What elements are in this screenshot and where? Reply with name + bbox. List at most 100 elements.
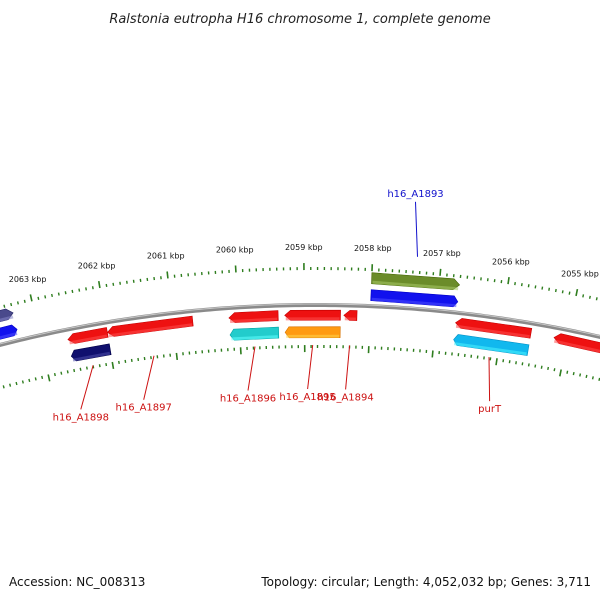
outer-minor-tick <box>85 287 87 291</box>
kbp-tick-label: 2058 kbp <box>354 244 392 253</box>
inner-minor-tick <box>79 367 82 371</box>
kbp-tick-label: 2061 kbp <box>147 252 185 261</box>
outer-minor-tick <box>16 301 19 305</box>
inner-major-tick <box>495 358 498 366</box>
inner-minor-tick <box>66 370 69 374</box>
outer-minor-tick <box>37 296 40 300</box>
gene-arrow-highlight <box>344 317 356 321</box>
gene-label-leader <box>80 365 94 410</box>
inner-minor-tick <box>98 364 101 368</box>
gene-feature[interactable] <box>553 333 600 359</box>
gene-feature[interactable] <box>0 308 18 341</box>
kbp-scale-labels: 2063 kbp 2062 kbp 2061 kbp 2060 kbp 2059 kbp… <box>9 243 599 284</box>
inner-major-tick <box>47 374 51 382</box>
gene-arrow-highlight <box>108 323 193 338</box>
inner-minor-tick <box>105 362 108 367</box>
gene-label-leader <box>307 344 314 390</box>
outer-minor-tick <box>548 287 551 291</box>
inner-minor-tick <box>527 363 530 367</box>
outer-minor-tick <box>568 291 571 295</box>
gene-label[interactable]: h16_A1898 <box>53 412 109 423</box>
chromosome-backbone <box>0 303 600 347</box>
inner-minor-tick <box>572 371 575 376</box>
kbp-tick-label: 2057 kbp <box>423 249 461 258</box>
gene-arrow-highlight <box>72 351 111 362</box>
outer-minor-tick <box>71 289 74 294</box>
inner-minor-tick <box>15 381 18 386</box>
gene-arrow-highlight <box>285 317 340 321</box>
kbp-tick-label: 2056 kbp <box>492 257 530 266</box>
gene-feature[interactable] <box>284 309 341 339</box>
inner-minor-tick <box>521 362 524 366</box>
inner-minor-tick <box>73 368 76 373</box>
inner-major-tick <box>559 369 562 377</box>
outer-minor-tick <box>554 288 557 293</box>
gene-label-leader <box>143 355 155 400</box>
outer-minor-tick <box>3 304 6 308</box>
outer-minor-tick <box>64 291 67 295</box>
outer-minor-tick <box>78 288 81 292</box>
inner-minor-tick <box>60 371 63 375</box>
outer-major-tick <box>575 288 579 297</box>
gene-arrow-highlight <box>231 335 278 341</box>
outer-minor-tick <box>23 299 26 303</box>
kbp-tick-label: 2059 kbp <box>285 243 323 252</box>
genome-summary-text: Topology: circular; Length: 4,052,032 bp… <box>260 575 591 589</box>
inner-minor-tick <box>540 365 543 369</box>
inner-major-tick <box>175 352 179 361</box>
gene-label[interactable]: h16_A1897 <box>116 403 172 414</box>
gene-arrow-highlight <box>69 334 108 345</box>
outer-major-tick <box>29 294 33 302</box>
outer-major-tick <box>439 268 442 276</box>
inner-minor-tick <box>547 366 550 371</box>
gene-feature[interactable] <box>106 315 194 338</box>
gene-label[interactable]: h16_A1894 <box>317 392 373 403</box>
inner-minor-tick <box>41 375 44 380</box>
kbp-tick-label: 2060 kbp <box>216 246 254 255</box>
gene-arrow-highlight <box>0 332 18 340</box>
inner-minor-tick <box>28 378 31 383</box>
inner-minor-tick <box>566 370 569 374</box>
gene-feature[interactable] <box>343 310 358 321</box>
inner-minor-tick <box>585 374 588 379</box>
outer-minor-tick <box>595 297 598 301</box>
inner-minor-tick <box>553 368 556 372</box>
gene-label[interactable]: h16_A1893 <box>387 189 443 200</box>
gene-arrow-highlight <box>454 342 527 356</box>
gene-feature[interactable] <box>453 318 533 356</box>
gene-feature[interactable] <box>228 310 280 341</box>
gene-arrow-highlight <box>230 317 278 323</box>
outer-minor-tick <box>44 295 47 299</box>
inner-minor-tick <box>591 376 594 380</box>
gene-feature[interactable] <box>67 327 112 362</box>
outer-major-tick <box>507 277 510 285</box>
gene-label[interactable]: purT <box>478 404 502 415</box>
inner-minor-tick <box>21 380 24 384</box>
outer-minor-tick <box>561 290 564 294</box>
gene-label[interactable]: h16_A1896 <box>220 394 276 405</box>
gene-label-leader <box>415 201 418 257</box>
inner-minor-tick <box>9 383 12 387</box>
gene-features <box>0 272 600 362</box>
inner-minor-tick <box>85 366 88 370</box>
inner-major-tick <box>431 350 434 358</box>
outer-minor-tick <box>582 294 585 298</box>
inner-tick-ring <box>2 344 600 389</box>
gene-arrow-highlight <box>371 297 457 308</box>
gene-feature[interactable] <box>370 272 461 308</box>
gene-arrow-highlight <box>286 334 340 338</box>
accession-text: Accession: NC_008313 <box>9 575 145 589</box>
gene-label[interactable]: h16_A1895 <box>279 392 335 403</box>
inner-minor-tick <box>579 373 582 377</box>
gene-label-leader <box>247 346 256 391</box>
outer-minor-tick <box>588 295 591 299</box>
outer-minor-tick <box>91 286 94 290</box>
gene-arrow-highlight <box>0 315 14 322</box>
outer-minor-tick <box>534 285 537 289</box>
gene-label-leader <box>488 357 491 402</box>
inner-major-tick <box>111 361 115 370</box>
outer-minor-tick <box>10 302 13 307</box>
inner-minor-tick <box>2 385 5 389</box>
